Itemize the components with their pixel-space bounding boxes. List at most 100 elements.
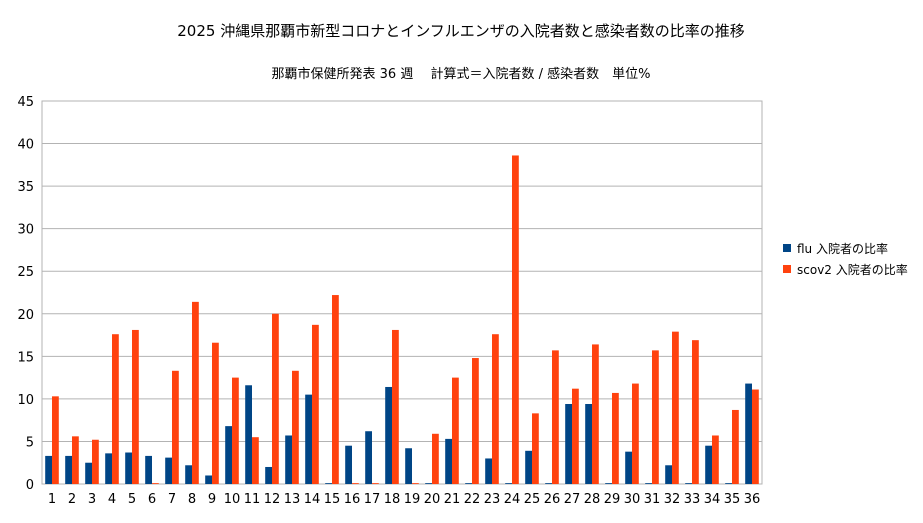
bar-flu bbox=[605, 483, 612, 484]
x-tick-label: 16 bbox=[344, 492, 361, 507]
x-tick-label: 32 bbox=[664, 492, 681, 507]
bar-scov2 bbox=[652, 350, 659, 484]
x-tick-label: 34 bbox=[704, 492, 721, 507]
x-tick-label: 8 bbox=[188, 492, 196, 507]
bar-scov2 bbox=[52, 396, 59, 484]
bar-flu bbox=[625, 451, 632, 484]
bar-scov2 bbox=[612, 392, 619, 484]
x-tick-label: 26 bbox=[544, 492, 561, 507]
bar-scov2 bbox=[672, 331, 679, 484]
x-tick-label: 15 bbox=[324, 492, 341, 507]
x-tick-label: 4 bbox=[108, 492, 116, 507]
legend: flu 入院者の比率 scov2 入院者の比率 bbox=[783, 241, 908, 277]
x-tick-label: 33 bbox=[684, 492, 701, 507]
bar-flu bbox=[225, 426, 232, 484]
bar-scov2 bbox=[252, 437, 259, 484]
x-tick-label: 20 bbox=[424, 492, 441, 507]
bar-flu bbox=[585, 403, 592, 484]
bar-scov2 bbox=[432, 433, 439, 484]
x-tick-label: 29 bbox=[604, 492, 621, 507]
bar-flu bbox=[85, 462, 92, 484]
bar-flu bbox=[525, 450, 532, 484]
legend-label: flu 入院者の比率 bbox=[797, 241, 888, 256]
y-tick-label: 35 bbox=[17, 180, 34, 195]
bar-scov2 bbox=[412, 483, 419, 484]
bar-flu bbox=[545, 483, 552, 484]
x-tick-label: 35 bbox=[724, 492, 741, 507]
bar-scov2 bbox=[732, 409, 739, 484]
x-tick-label: 21 bbox=[444, 492, 461, 507]
bar-flu bbox=[365, 431, 372, 484]
bar-flu bbox=[265, 466, 272, 484]
legend-label: scov2 入院者の比率 bbox=[797, 262, 908, 277]
bar-scov2 bbox=[392, 329, 399, 484]
y-tick-label: 5 bbox=[26, 435, 34, 450]
x-tick-label: 30 bbox=[624, 492, 641, 507]
bar-scov2 bbox=[232, 377, 239, 484]
bar-scov2 bbox=[112, 334, 119, 484]
x-tick-label: 28 bbox=[584, 492, 601, 507]
x-tick-label: 13 bbox=[284, 492, 301, 507]
x-tick-label: 24 bbox=[504, 492, 521, 507]
y-tick-label: 25 bbox=[17, 265, 34, 280]
bar-flu bbox=[325, 483, 332, 484]
y-tick-label: 20 bbox=[17, 308, 34, 323]
bar-flu bbox=[165, 457, 172, 484]
bar-flu bbox=[345, 445, 352, 484]
bar-scov2 bbox=[152, 483, 159, 484]
bar-flu bbox=[285, 435, 292, 484]
bar-scov2 bbox=[312, 324, 319, 484]
bar-scov2 bbox=[712, 435, 719, 484]
bar-flu bbox=[445, 438, 452, 484]
chart-subtitle: 那覇市保健所発表 36 週 計算式＝入院者数 / 感染者数 単位% bbox=[272, 66, 651, 82]
bar-flu bbox=[245, 385, 252, 484]
x-tick-label: 9 bbox=[208, 492, 216, 507]
x-tick-label: 14 bbox=[304, 492, 321, 507]
bar-scov2 bbox=[692, 340, 699, 484]
x-tick-label: 18 bbox=[384, 492, 401, 507]
bar-flu bbox=[45, 455, 52, 484]
bar-flu bbox=[305, 394, 312, 484]
x-tick-label: 10 bbox=[224, 492, 241, 507]
bar-scov2 bbox=[472, 358, 479, 484]
bar-flu bbox=[145, 455, 152, 484]
x-tick-label: 23 bbox=[484, 492, 501, 507]
bar-flu bbox=[485, 458, 492, 484]
bar-flu bbox=[665, 465, 672, 484]
bar-scov2 bbox=[192, 301, 199, 484]
bar-flu bbox=[505, 483, 512, 484]
bar-scov2 bbox=[132, 329, 139, 484]
bar-scov2 bbox=[552, 350, 559, 484]
chart-title: 2025 沖縄県那覇市新型コロナとインフルエンザの入院者数と感染者数の比率の推移 bbox=[177, 22, 745, 40]
bar-flu bbox=[125, 452, 132, 484]
x-tick-label: 5 bbox=[128, 492, 136, 507]
bar-flu bbox=[185, 465, 192, 484]
bar-scov2 bbox=[512, 155, 519, 484]
bar-flu bbox=[685, 483, 692, 484]
x-tick-label: 25 bbox=[524, 492, 541, 507]
legend-swatch bbox=[783, 244, 791, 252]
x-tick-label: 31 bbox=[644, 492, 661, 507]
y-tick-label: 45 bbox=[17, 95, 34, 110]
y-tick-label: 10 bbox=[17, 393, 34, 408]
bar-scov2 bbox=[592, 344, 599, 484]
y-tick-label: 0 bbox=[26, 478, 34, 493]
x-axis-tick-labels: 1 2 3 4 5 6 7 8 9 10 11 12 13 14 15 16 17 18 19 20 21 22 23 24 2… bbox=[48, 492, 760, 507]
bar-scov2 bbox=[492, 334, 499, 484]
x-tick-label: 1 bbox=[48, 492, 56, 507]
bar-scov2 bbox=[292, 370, 299, 484]
y-tick-label: 30 bbox=[17, 223, 34, 238]
x-tick-label: 27 bbox=[564, 492, 581, 507]
y-tick-label: 15 bbox=[17, 350, 34, 365]
bar-scov2 bbox=[632, 383, 639, 484]
bar-flu bbox=[65, 455, 72, 484]
bar-scov2 bbox=[532, 413, 539, 484]
x-tick-label: 2 bbox=[68, 492, 76, 507]
bar-flu bbox=[405, 448, 412, 484]
bar-scov2 bbox=[332, 295, 339, 484]
x-tick-label: 11 bbox=[244, 492, 261, 507]
x-tick-label: 7 bbox=[168, 492, 176, 507]
x-tick-label: 3 bbox=[88, 492, 96, 507]
